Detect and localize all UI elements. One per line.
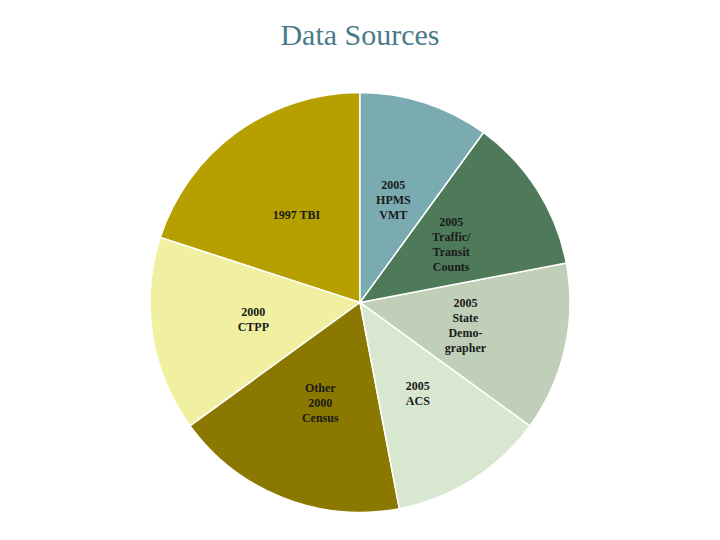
svg-text:VMT: VMT: [379, 208, 407, 222]
svg-text:2005: 2005: [381, 178, 405, 192]
svg-text:Census: Census: [302, 411, 339, 425]
svg-text:Transit: Transit: [433, 245, 470, 259]
svg-text:2005: 2005: [406, 379, 430, 393]
svg-text:2000: 2000: [308, 396, 332, 410]
svg-text:Other: Other: [305, 381, 336, 395]
svg-text:ACS: ACS: [406, 394, 430, 408]
svg-text:Traffic/: Traffic/: [432, 230, 471, 244]
svg-text:2000: 2000: [241, 305, 265, 319]
svg-text:Demo-: Demo-: [448, 326, 482, 340]
svg-text:2005: 2005: [453, 296, 477, 310]
svg-text:2005: 2005: [439, 215, 463, 229]
svg-text:Data Sources: Data Sources: [280, 18, 439, 51]
svg-text:grapher: grapher: [445, 341, 487, 355]
svg-text:1997 TBI: 1997 TBI: [273, 208, 321, 222]
svg-text:State: State: [452, 311, 479, 325]
svg-text:CTPP: CTPP: [238, 320, 269, 334]
svg-text:Counts: Counts: [433, 260, 470, 274]
svg-text:HPMS: HPMS: [376, 193, 411, 207]
